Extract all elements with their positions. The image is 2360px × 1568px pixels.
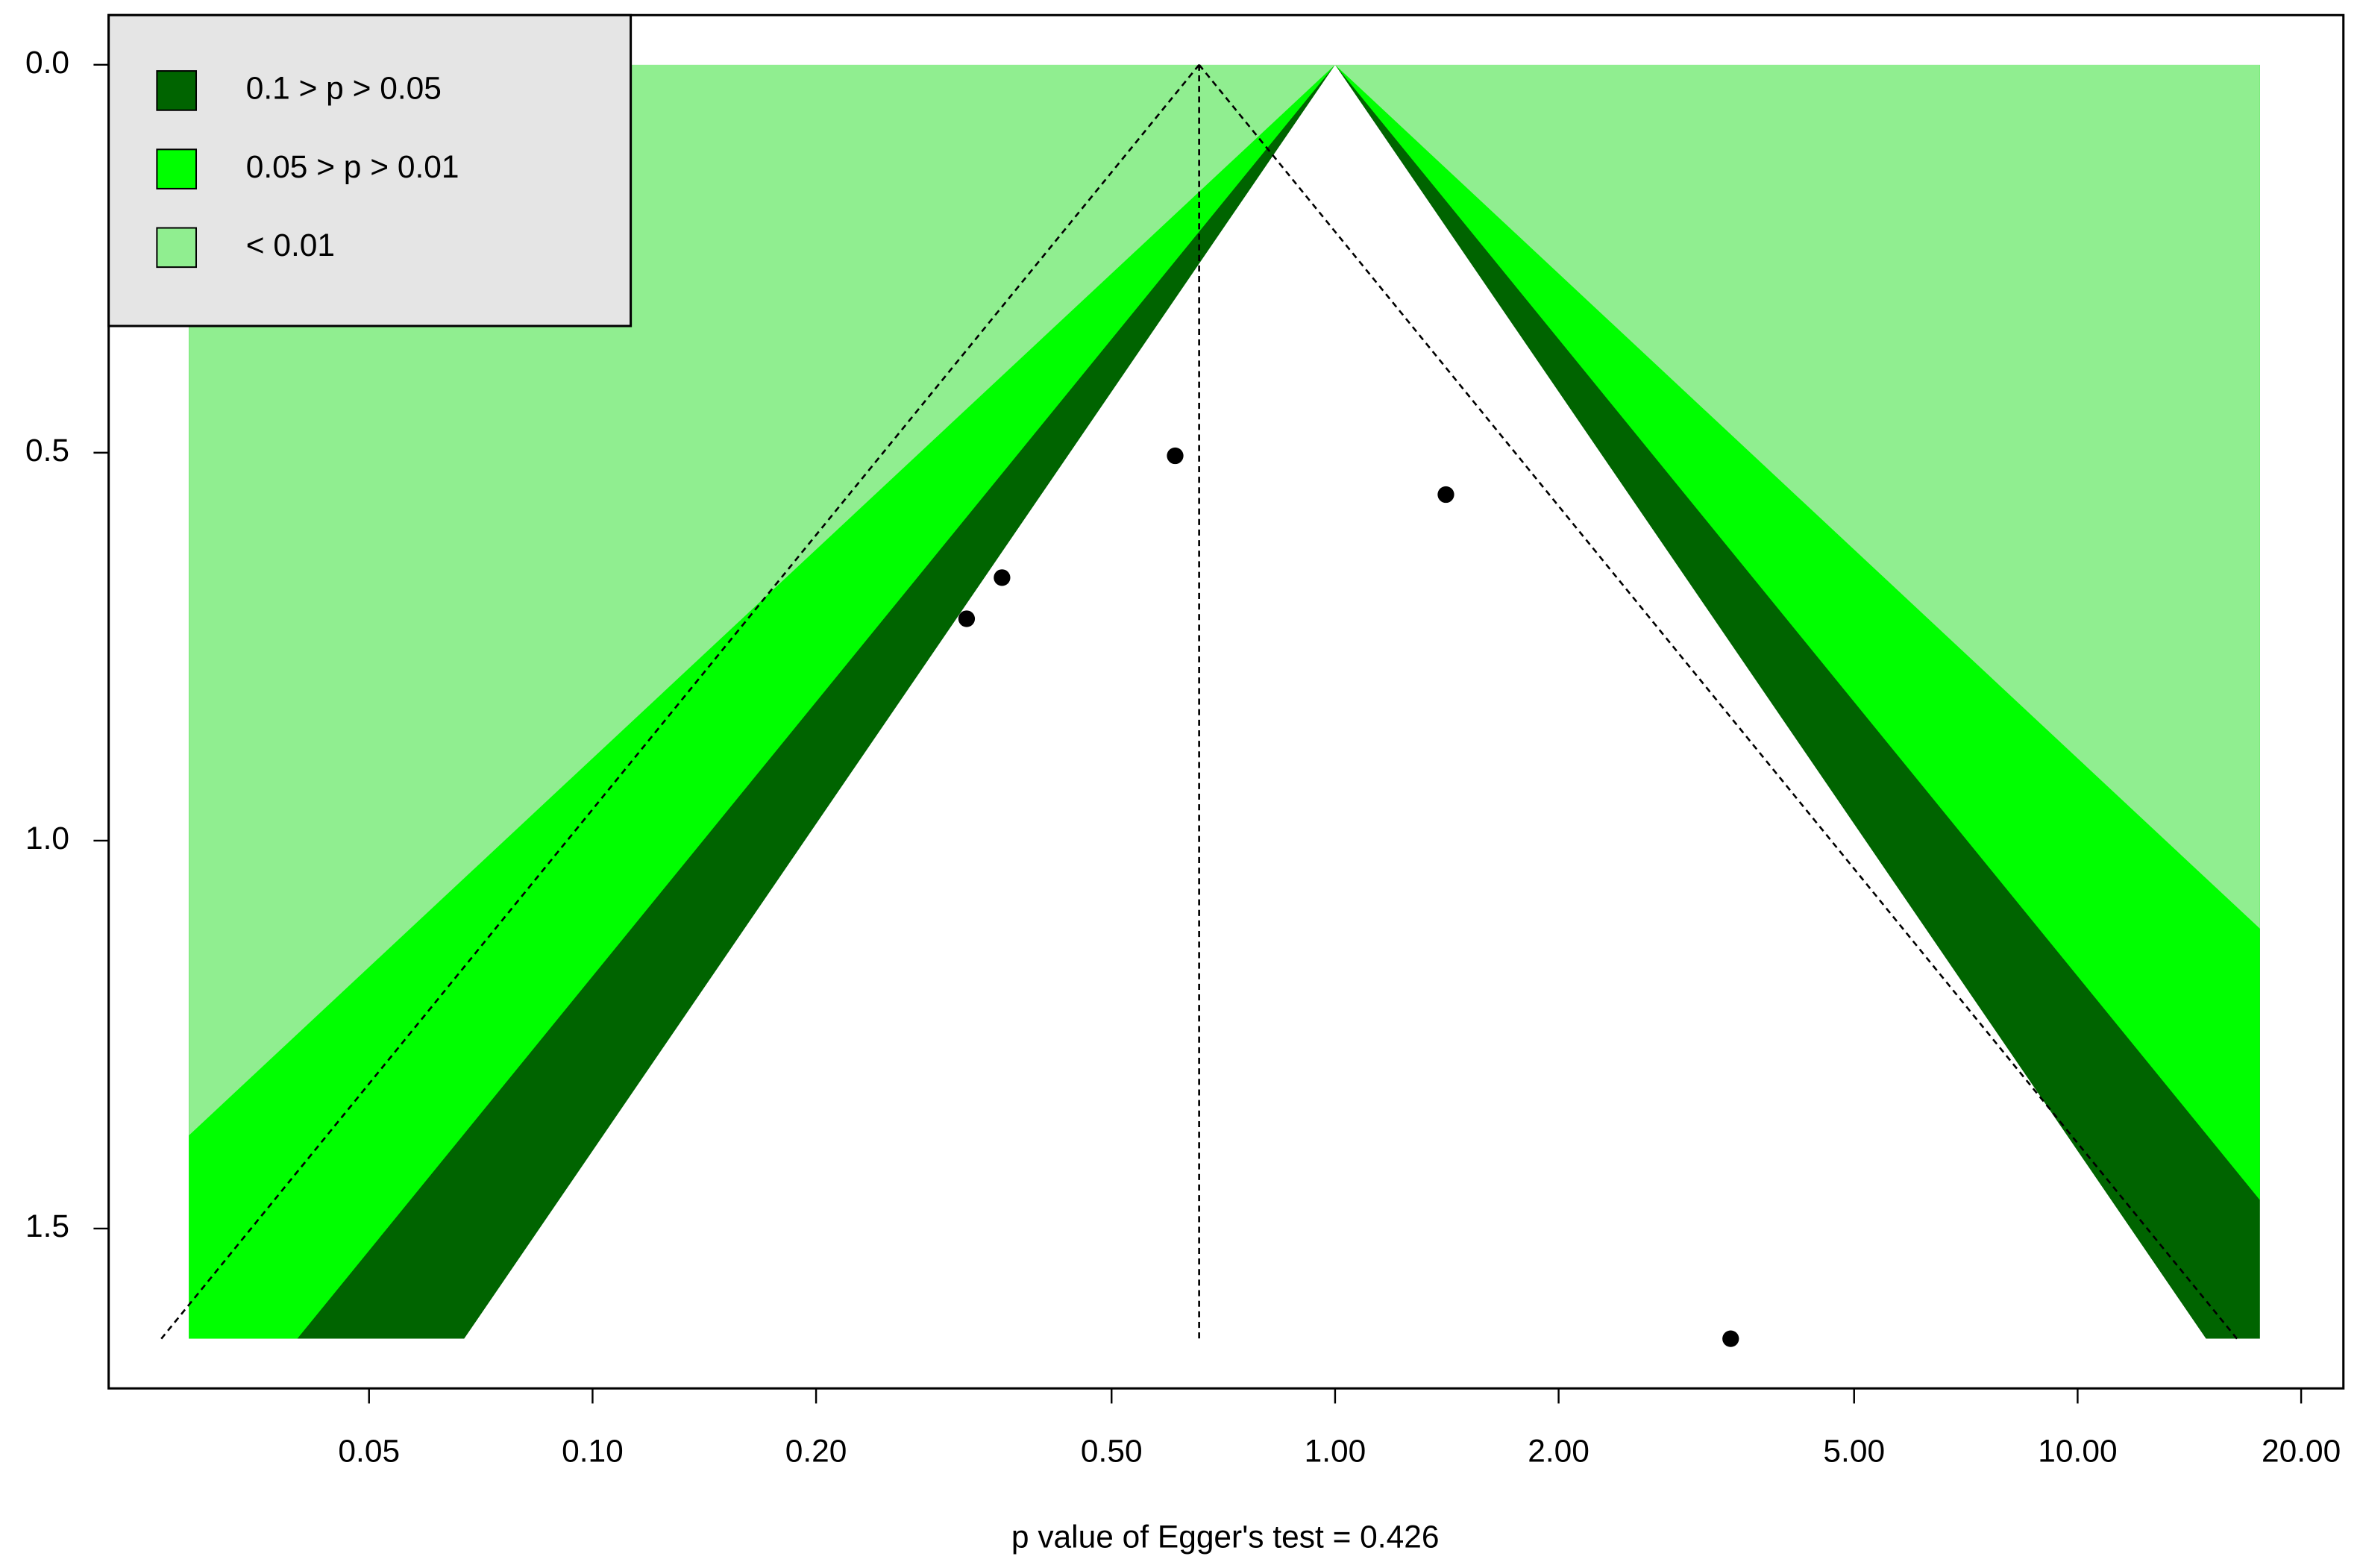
- legend-label: < 0.01: [246, 228, 335, 263]
- contour-shading: [189, 64, 2260, 1339]
- x-tick-label: 0.50: [1081, 1434, 1143, 1469]
- x-tick-label: 2.00: [1528, 1434, 1589, 1469]
- x-tick-label: 20.00: [2262, 1434, 2341, 1469]
- x-tick-label: 0.10: [562, 1434, 624, 1469]
- y-tick-label: 1.0: [25, 821, 69, 856]
- legend-label: 0.05 > p > 0.01: [246, 150, 459, 185]
- legend-swatch: [156, 70, 198, 111]
- study-point: [1167, 447, 1184, 465]
- x-axis-label: p value of Egger's test = 0.426: [1011, 1520, 1440, 1555]
- x-tick-label: 1.00: [1305, 1434, 1366, 1469]
- legend-swatch: [156, 148, 198, 189]
- plot-frame: [107, 13, 2345, 1390]
- y-tick-label: 0.5: [25, 433, 69, 468]
- legend-swatch: [156, 227, 198, 269]
- x-tick-label: 0.05: [338, 1434, 400, 1469]
- x-tick-label: 0.20: [785, 1434, 847, 1469]
- plot-layer: 0.05 0.10 0.20 0.50 1.00 2.00 5.00 10.00 20.00 0.…: [25, 13, 2345, 1469]
- study-point: [958, 610, 976, 627]
- y-tick-label: 0.0: [25, 46, 69, 81]
- legend-label: 0.1 > p > 0.05: [246, 72, 442, 107]
- x-tick-label: 5.00: [1823, 1434, 1885, 1469]
- y-tick-label: 1.5: [25, 1209, 69, 1244]
- study-point: [1722, 1330, 1739, 1347]
- study-point: [1437, 486, 1454, 504]
- study-point: [994, 569, 1011, 586]
- x-tick-label: 10.00: [2038, 1434, 2117, 1469]
- contour-region: [189, 64, 2260, 1136]
